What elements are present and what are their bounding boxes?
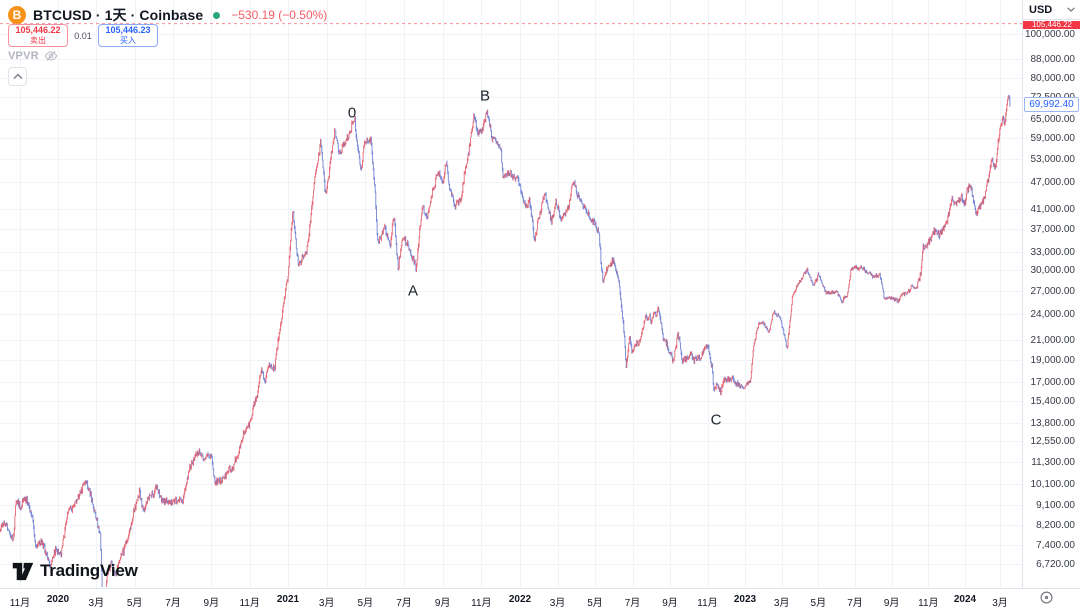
time-axis-label: 11月: [697, 598, 718, 609]
time-axis-label: 3月: [549, 598, 566, 609]
tradingview-watermark[interactable]: TradingView: [12, 561, 138, 581]
wave-marker-A: A: [407, 282, 419, 300]
price-axis-label: 21,000.00: [1030, 335, 1076, 347]
time-axis[interactable]: 11月 2020 3月 5月 7月 9月 11月 2021 3月 5月 7月 9月 11月 2022 3月 5…: [0, 588, 1080, 610]
price-axis-label: 13,800.00: [1030, 417, 1076, 429]
eye-off-icon[interactable]: [44, 49, 58, 63]
time-axis-label: 7月: [624, 598, 641, 609]
price-change: −530.19 (−0.50%): [231, 8, 328, 22]
wave-marker-B: B: [479, 87, 491, 105]
time-axis-label: 2023: [733, 594, 757, 605]
price-chart-canvas[interactable]: [0, 0, 1022, 588]
buy-label: 买入: [120, 36, 136, 45]
time-axis-label: 5月: [810, 598, 827, 609]
candles-down: [2, 94, 1011, 587]
time-axis-label: 7月: [396, 598, 412, 609]
time-axis-label: 11月: [239, 598, 260, 609]
price-axis-label: 30,000.00: [1030, 265, 1076, 277]
price-axis-label: 12,550.00: [1030, 436, 1076, 448]
price-axis-label: 47,000.00: [1030, 177, 1076, 189]
price-axis-label: 10,100.00: [1030, 479, 1076, 491]
price-axis-label: 65,000.00: [1030, 113, 1076, 125]
spread-value: 0.01: [74, 30, 92, 41]
sell-button[interactable]: 105,446.22 卖出: [8, 24, 68, 47]
currency-selector[interactable]: USD: [1023, 0, 1080, 20]
wave-marker-C: C: [710, 411, 722, 429]
price-axis-label: 59,000.00: [1030, 132, 1076, 144]
price-axis-label: 7,400.00: [1036, 540, 1075, 552]
price-axis-label: 33,000.00: [1030, 246, 1076, 258]
chevron-down-icon: [1067, 7, 1075, 12]
time-axis-label: 11月: [918, 598, 939, 609]
current-price-badge: 105,446.22: [1023, 21, 1080, 29]
wave-marker-0: 0: [347, 104, 357, 122]
trade-panel: 105,446.22 卖出 0.01 105,446.23 买入: [8, 24, 158, 47]
time-axis-label: 9月: [203, 598, 220, 609]
time-axis-label: 3月: [88, 598, 105, 609]
grid-lines: [0, 0, 1022, 588]
price-axis-label: 19,000.00: [1030, 355, 1076, 366]
candles-up: [0, 95, 1009, 587]
price-axis-label: 41,000.00: [1030, 204, 1076, 216]
bitcoin-icon: B: [8, 6, 26, 24]
price-axis-label: 8,200.00: [1036, 519, 1075, 531]
buy-price: 105,446.23: [105, 25, 151, 35]
time-axis-label: 11月: [471, 598, 492, 609]
sell-label: 卖出: [30, 36, 46, 45]
symbol-title[interactable]: BTCUSD · 1天 · Coinbase: [33, 7, 204, 23]
indicator-label[interactable]: VPVR: [8, 50, 39, 62]
price-axis-label: 27,000.00: [1030, 286, 1076, 298]
price-axis-label: 15,400.00: [1030, 396, 1076, 408]
time-axis-label: 2024: [953, 594, 977, 605]
time-axis-label: 7月: [165, 598, 181, 609]
symbol-header: B BTCUSD · 1天 · Coinbase −530.19 (−0.50%…: [8, 5, 327, 25]
price-axis[interactable]: USD 105,446.22 100,000.00 88,000.00 80,000…: [1022, 0, 1080, 588]
price-axis-label: 88,000.00: [1030, 54, 1076, 66]
sell-price: 105,446.22: [15, 25, 61, 35]
time-axis-label: 2020: [46, 594, 70, 605]
price-axis-label: 6,720.00: [1036, 559, 1075, 571]
time-axis-label: 5月: [587, 598, 603, 609]
price-axis-label: 9,100.00: [1036, 499, 1075, 511]
time-axis-label: 9月: [662, 598, 678, 609]
time-axis-label: 3月: [773, 598, 790, 609]
tradingview-logo-icon: [12, 562, 34, 580]
time-axis-label: 3月: [992, 598, 1008, 609]
price-axis-label: 53,000.00: [1030, 153, 1076, 165]
time-axis-label: 11月: [9, 598, 31, 609]
last-price-badge: 69,992.40: [1024, 97, 1079, 113]
price-axis-label: 24,000.00: [1030, 309, 1076, 321]
tradingview-wordmark: TradingView: [40, 561, 138, 580]
time-axis-label: 3月: [318, 598, 335, 609]
price-axis-label: 100,000.00: [1024, 29, 1075, 40]
price-axis-label: 17,000.00: [1030, 376, 1076, 388]
time-axis-label: 7月: [847, 598, 863, 609]
time-axis-label: 9月: [434, 598, 451, 609]
chevron-up-icon: [13, 73, 22, 79]
time-axis-label: 2022: [508, 594, 532, 605]
time-axis-label: 5月: [357, 598, 374, 609]
currency-label: USD: [1029, 3, 1053, 16]
market-status-icon: [213, 11, 221, 19]
axis-settings-icon[interactable]: [1040, 591, 1053, 604]
price-axis-label: 80,000.00: [1030, 72, 1076, 84]
time-axis-label: 5月: [126, 598, 143, 609]
price-axis-label: 11,300.00: [1031, 457, 1075, 468]
buy-button[interactable]: 105,446.23 买入: [98, 24, 158, 47]
collapse-legend-button[interactable]: [8, 67, 27, 86]
indicator-row: VPVR: [8, 49, 58, 63]
time-axis-label: 9月: [883, 598, 900, 609]
price-axis-label: 37,000.00: [1030, 224, 1076, 236]
time-axis-label: 2021: [276, 594, 300, 605]
